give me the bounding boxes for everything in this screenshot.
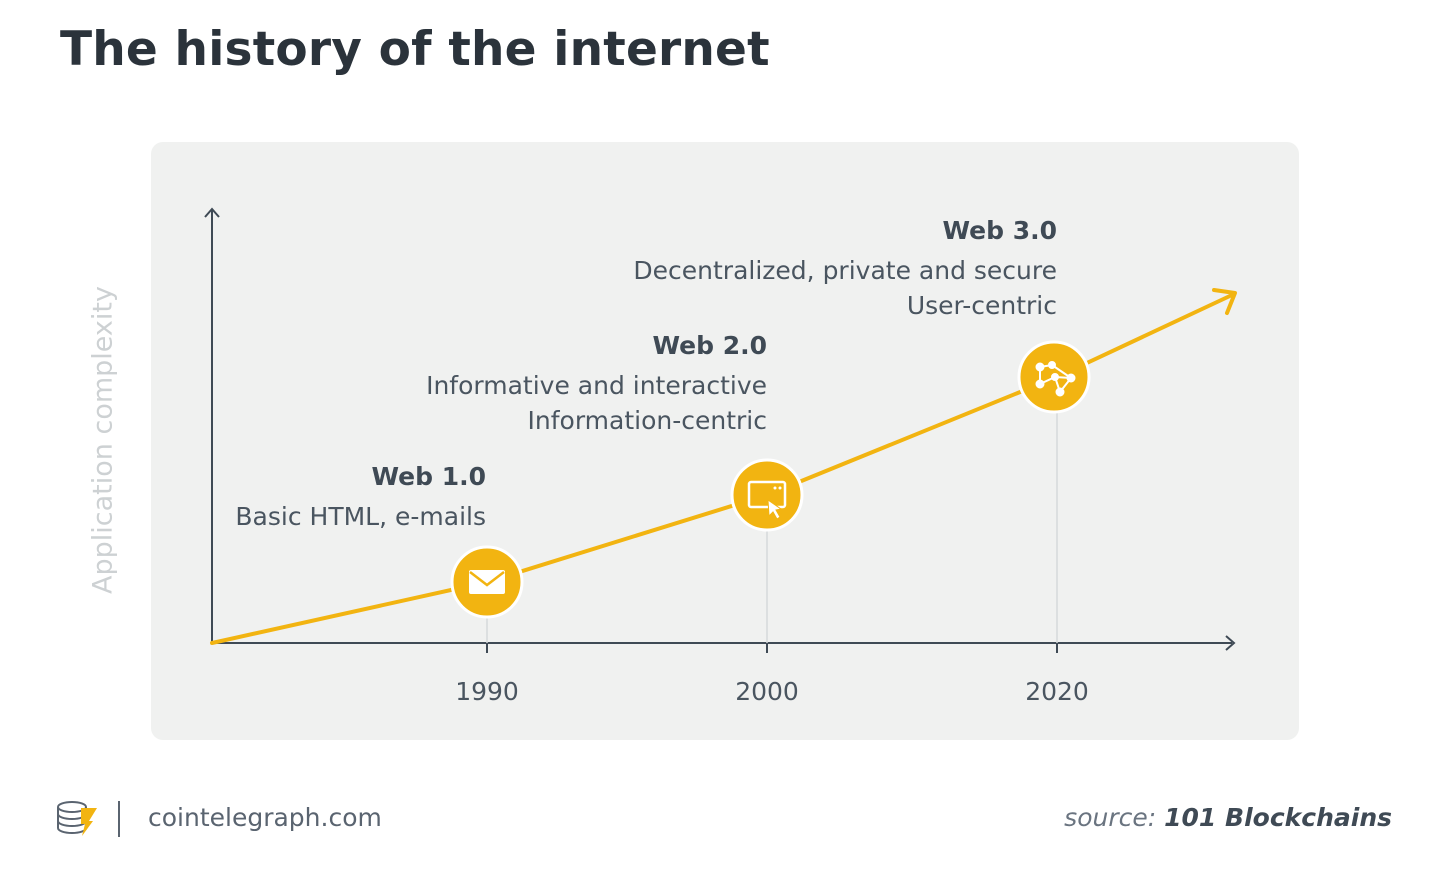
network-nodes-icon [1035,361,1076,397]
era-label-web-3: Web 3.0 Decentralized, private and secur… [633,216,1057,323]
era-name: Web 2.0 [652,331,767,360]
source-credit: source: 101 Blockchains [1064,803,1392,832]
source-prefix: source: [1064,803,1157,832]
growth-line-arrowhead [1212,288,1237,315]
era-node-web-3 [1017,340,1091,414]
era-node-web-2 [730,458,804,532]
era-description-line: Informative and interactive [426,371,767,400]
era-description-line: Decentralized, private and secure [633,256,1057,285]
page-title: The history of the internet [60,22,770,77]
era-description: Decentralized, private and secure User-c… [633,253,1057,323]
era-description: Informative and interactive Information-… [426,368,767,438]
era-name: Web 3.0 [942,216,1057,245]
era-description: Basic HTML, e-mails [235,499,486,534]
cointelegraph-logo-icon [57,801,97,836]
x-tick-label-2020: 2020 [1025,677,1089,706]
era-name: Web 1.0 [371,462,486,491]
y-axis-label: Application complexity [87,286,119,594]
era-label-web-1: Web 1.0 Basic HTML, e-mails [235,462,486,534]
era-node-web-1 [450,545,524,619]
x-tick-label-2000: 2000 [735,677,799,706]
era-description-line: Basic HTML, e-mails [235,502,486,531]
envelope-icon [469,570,505,594]
diagram-panel [151,142,1299,740]
footer-site-link[interactable]: cointelegraph.com [148,803,382,832]
era-description-line: User-centric [906,291,1057,320]
x-tick-label-1990: 1990 [455,677,519,706]
x-axis-arrowhead [1225,635,1236,651]
y-axis-arrowhead [204,207,220,218]
era-label-web-2: Web 2.0 Informative and interactive Info… [426,331,767,438]
era-description-line: Information-centric [527,406,767,435]
footer-divider [118,801,120,837]
source-name: 101 Blockchains [1164,803,1392,832]
browser-cursor-icon [747,480,787,520]
